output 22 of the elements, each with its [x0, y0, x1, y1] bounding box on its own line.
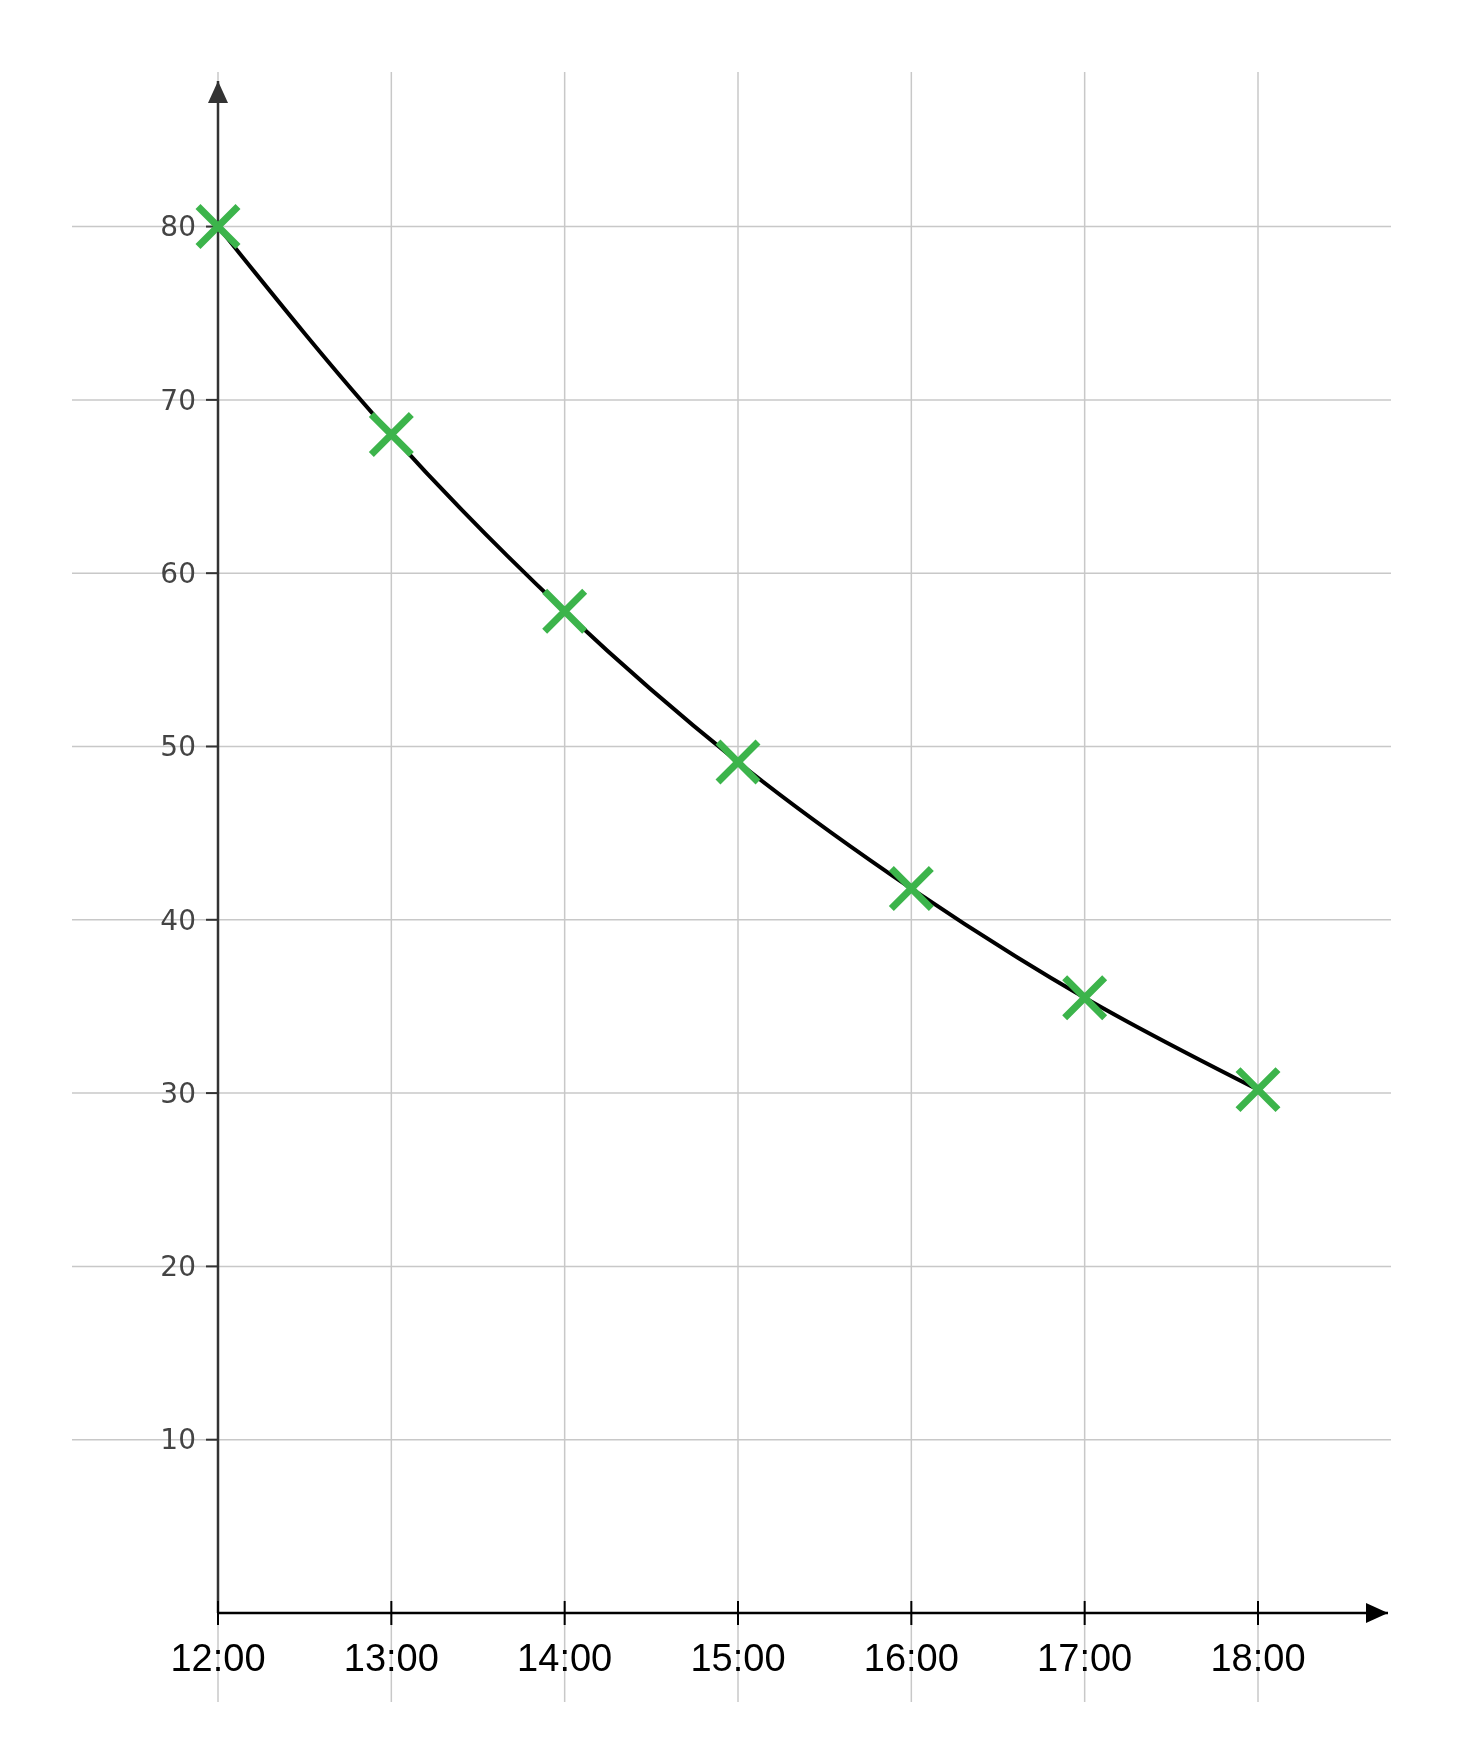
x-tick-label: 18:00 [1210, 1637, 1306, 1679]
y-tick-label: 80 [160, 210, 196, 244]
y-tick-label: 30 [160, 1076, 196, 1110]
x-tick-label: 15:00 [690, 1637, 786, 1679]
point [367, 411, 415, 459]
point [541, 587, 589, 635]
y-tick-label: 70 [160, 383, 196, 417]
point [887, 865, 935, 913]
y-tick-label: 20 [160, 1250, 196, 1284]
x-tick-label: 14:00 [517, 1637, 613, 1679]
point [714, 738, 762, 786]
point [1234, 1066, 1282, 1114]
y-tick-label: 50 [160, 730, 196, 764]
y-tick-label: 60 [160, 556, 196, 590]
point [194, 203, 242, 251]
point [1061, 974, 1109, 1022]
x-tick-label: 17:00 [1037, 1637, 1133, 1679]
x-tick-label: 13:00 [343, 1637, 439, 1679]
y-tick-label: 10 [160, 1423, 196, 1457]
x-tick-label: 16:00 [863, 1637, 959, 1679]
x-tick-label: 12:00 [170, 1637, 266, 1679]
y-tick-label: 40 [160, 903, 196, 937]
